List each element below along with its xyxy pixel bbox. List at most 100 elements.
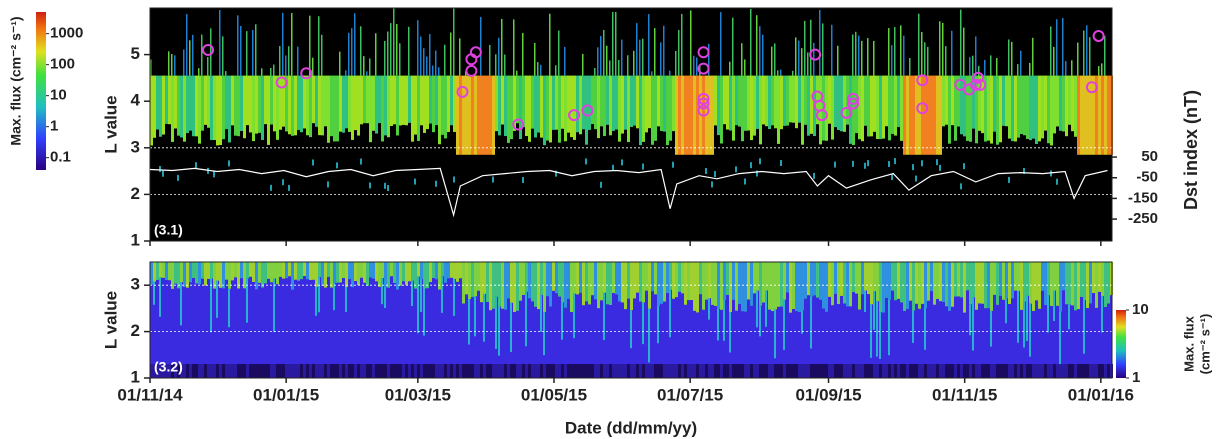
texture — [669, 289, 671, 338]
texture — [420, 36, 422, 76]
texture — [1089, 37, 1091, 76]
texture — [534, 75, 537, 138]
texture — [321, 75, 324, 136]
texture — [804, 75, 807, 125]
texture — [174, 262, 177, 284]
texture — [663, 75, 666, 132]
texture — [720, 364, 723, 378]
texture — [495, 262, 498, 297]
texture — [495, 75, 498, 132]
texture — [594, 262, 597, 300]
texture — [243, 75, 246, 139]
texture — [1014, 364, 1017, 378]
texture — [288, 364, 291, 378]
texture — [732, 75, 735, 141]
texture — [765, 290, 767, 327]
texture — [951, 262, 954, 307]
texture — [156, 364, 159, 378]
texture — [480, 364, 483, 378]
texture — [189, 364, 192, 378]
texture — [978, 75, 981, 131]
texture — [1101, 63, 1103, 76]
texture — [330, 75, 333, 137]
texture — [771, 262, 774, 312]
texture — [879, 311, 881, 359]
texture — [732, 262, 735, 300]
texture — [162, 75, 165, 135]
texture — [552, 364, 555, 378]
texture — [924, 42, 926, 76]
texture — [291, 364, 294, 378]
texture — [795, 75, 798, 129]
texture — [942, 75, 945, 127]
texture — [816, 262, 819, 298]
texture — [345, 262, 348, 287]
texture — [468, 364, 471, 378]
texture — [861, 364, 864, 378]
event-marker — [815, 109, 828, 122]
texture — [684, 364, 687, 378]
texture — [789, 75, 792, 123]
texture — [417, 364, 420, 378]
texture — [309, 364, 312, 378]
texture — [975, 262, 978, 310]
texture — [912, 164, 914, 171]
texture — [690, 364, 693, 378]
texture — [1023, 364, 1026, 378]
texture — [1047, 262, 1050, 296]
texture — [876, 75, 879, 140]
texture — [483, 293, 485, 342]
texture — [318, 75, 321, 136]
texture — [510, 262, 513, 303]
texture — [297, 364, 300, 378]
texture — [483, 262, 486, 294]
texture — [186, 262, 189, 288]
texture — [399, 262, 402, 286]
texture — [210, 278, 212, 333]
texture — [609, 60, 611, 76]
texture — [1104, 35, 1106, 76]
texture — [792, 75, 795, 123]
texture — [840, 262, 843, 296]
texture — [216, 262, 219, 281]
texture — [390, 75, 393, 126]
texture — [951, 30, 953, 76]
texture — [327, 364, 330, 378]
texture — [510, 302, 512, 353]
texture — [852, 75, 855, 146]
texture — [225, 71, 227, 76]
texture — [687, 75, 690, 155]
texture — [912, 75, 915, 155]
texture — [939, 164, 941, 171]
texture — [180, 364, 183, 378]
texture — [1080, 262, 1083, 297]
texture — [1041, 364, 1044, 378]
texture — [711, 181, 713, 188]
texture — [666, 364, 669, 378]
event-marker — [1085, 81, 1098, 94]
texture — [537, 62, 539, 76]
texture — [756, 364, 759, 378]
texture — [999, 262, 1002, 296]
texture — [1032, 262, 1035, 311]
texture — [642, 38, 644, 76]
texture — [513, 19, 515, 76]
texture — [660, 75, 663, 132]
texture — [852, 364, 855, 378]
x-axis-label: Date (dd/mm/yy) — [565, 418, 697, 437]
texture — [885, 364, 888, 378]
texture — [978, 262, 981, 304]
texture — [612, 364, 615, 378]
texture — [306, 262, 309, 280]
texture — [156, 75, 159, 130]
texture — [864, 162, 866, 169]
texture — [171, 75, 174, 142]
texture — [606, 364, 609, 378]
texture — [171, 54, 173, 76]
texture — [618, 364, 621, 378]
texture — [354, 364, 357, 378]
texture — [291, 75, 294, 136]
texture — [201, 34, 203, 76]
texture — [474, 75, 477, 155]
texture — [387, 262, 390, 288]
